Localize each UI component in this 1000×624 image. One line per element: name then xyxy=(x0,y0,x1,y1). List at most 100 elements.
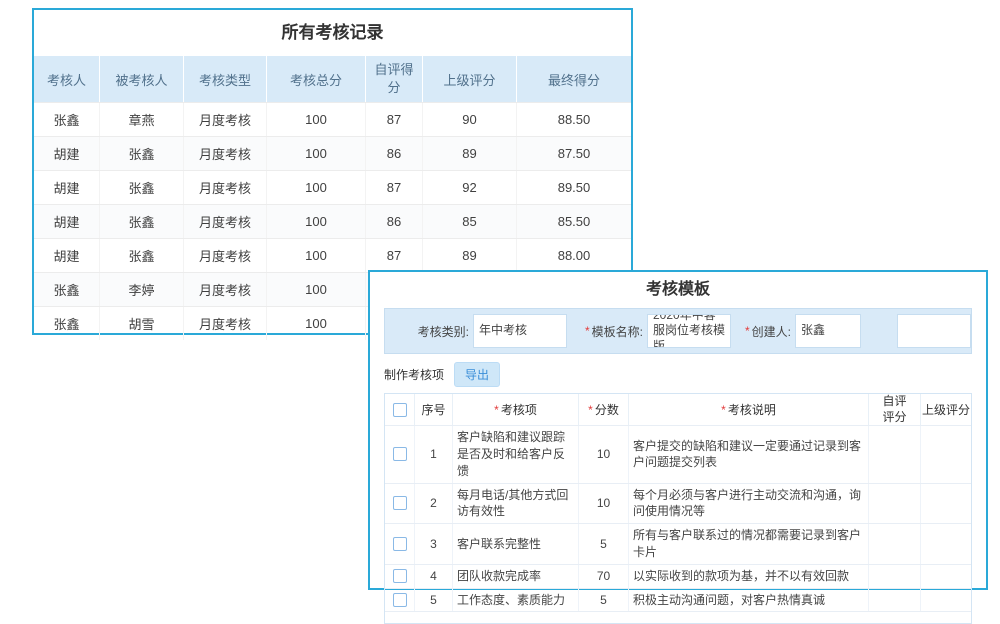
table-row: 胡建 张鑫 月度考核 100 87 92 89.50 xyxy=(34,170,631,204)
table-cell: 胡建 xyxy=(34,137,100,170)
table-cell: 月度考核 xyxy=(184,171,267,204)
column-header-score: * 分数 xyxy=(579,394,629,426)
table-cell: 85 xyxy=(423,205,517,238)
superior-score-cell xyxy=(921,565,971,588)
select-all-checkbox[interactable] xyxy=(392,402,407,417)
table-cell: 月度考核 xyxy=(184,239,267,272)
row-checkbox-cell xyxy=(385,524,415,564)
self-score-cell xyxy=(869,483,921,524)
category-label: 考核类别: xyxy=(417,324,469,339)
column-header-final-score: 最终得分 xyxy=(547,72,600,88)
seq-cell: 1 xyxy=(415,426,453,483)
items-toolbar: 制作考核项 导出 xyxy=(384,362,972,387)
desc-cell: 客户提交的缺陷和建议一定要通过记录到客户问题提交列表 xyxy=(629,426,869,483)
item-row: 5 工作态度、素质能力 5 积极主动沟通问题，对客户热情真诚 xyxy=(385,587,971,612)
table-cell: 85.50 xyxy=(557,214,591,229)
table-cell: 92 xyxy=(423,171,517,204)
table-cell: 张鑫 xyxy=(34,307,100,340)
required-asterisk: * xyxy=(744,324,750,338)
required-asterisk: * xyxy=(584,324,590,338)
table-cell: 89.50 xyxy=(557,180,591,195)
superior-score-cell xyxy=(921,426,971,482)
table-cell: 87 xyxy=(366,171,423,204)
table-cell: 87 xyxy=(366,103,423,136)
column-header-type: 考核类型 xyxy=(184,56,267,102)
required-asterisk: * xyxy=(494,402,499,417)
table-cell: 张鑫 xyxy=(34,103,100,136)
template-name-label: * 模板名称: xyxy=(584,324,643,339)
template-panel-title: 考核模板 xyxy=(645,281,710,298)
table-cell: 月度考核 xyxy=(184,273,267,306)
items-table-empty-row xyxy=(385,611,971,623)
category-field[interactable]: 年中考核 xyxy=(473,314,567,348)
desc-cell: 以实际收到的款项为基，并不以有效回款 xyxy=(629,564,869,588)
select-all-cell xyxy=(385,394,415,426)
column-header-superior-score: 上级评分 xyxy=(921,403,970,418)
table-cell: 86 xyxy=(366,205,423,238)
score-cell: 5 xyxy=(579,524,629,564)
table-cell: 月度考核 xyxy=(184,103,267,136)
column-header-seq: 序号 xyxy=(415,394,453,426)
column-header-self-score: 自评得分 xyxy=(366,56,423,102)
items-table: 序号 * 考核项 * 分数 * 考核说明 自评评分 上级评分 1 客户缺陷和建议跟… xyxy=(384,393,972,624)
table-cell: 86 xyxy=(366,137,423,170)
table-row: 胡建 张鑫 月度考核 100 86 85 85.50 xyxy=(34,204,631,238)
item-row: 1 客户缺陷和建议跟踪是否及时和给客户反馈 10 客户提交的缺陷和建议一定要通过记录到… xyxy=(385,425,971,483)
required-asterisk: * xyxy=(721,402,726,417)
table-cell: 100 xyxy=(267,103,366,136)
column-header-superior-score: 上级评分 xyxy=(423,56,517,102)
item-row: 4 团队收款完成率 70 以实际收到的款项为基，并不以有效回款 xyxy=(385,563,971,588)
self-score-cell xyxy=(869,426,921,483)
table-cell: 胡建 xyxy=(34,239,100,272)
creator-field[interactable]: 张鑫 xyxy=(795,314,861,348)
item-cell: 客户联系完整性 xyxy=(453,524,579,564)
table-cell: 88.50 xyxy=(557,112,591,127)
column-header-assessor: 考核人 xyxy=(34,56,100,102)
table-cell: 章燕 xyxy=(100,103,184,136)
items-table-header: 序号 * 考核项 * 分数 * 考核说明 自评评分 上级评分 xyxy=(385,394,971,426)
row-checkbox[interactable] xyxy=(392,496,407,511)
table-cell: 100 xyxy=(267,273,366,306)
score-cell: 70 xyxy=(579,564,629,588)
required-asterisk: * xyxy=(588,402,593,417)
table-cell: 100 xyxy=(267,171,366,204)
table-row: 胡建 张鑫 月度考核 100 86 89 87.50 xyxy=(34,136,631,170)
table-row: 张鑫 章燕 月度考核 100 87 90 88.50 xyxy=(34,102,631,136)
records-table-header: 考核人 被考核人 考核类型 考核总分 自评得分 上级评分 最终得分 xyxy=(34,56,631,102)
superior-score-cell xyxy=(921,524,971,564)
row-checkbox[interactable] xyxy=(392,447,407,462)
items-table-body: 1 客户缺陷和建议跟踪是否及时和给客户反馈 10 客户提交的缺陷和建议一定要通过记录到… xyxy=(385,425,971,612)
row-checkbox-cell xyxy=(385,564,415,588)
self-score-cell xyxy=(869,524,921,564)
table-row: 张鑫 胡雪 月度考核 100 xyxy=(34,306,631,340)
score-cell: 10 xyxy=(579,426,629,483)
table-cell: 张鑫 xyxy=(34,273,100,306)
row-checkbox[interactable] xyxy=(392,536,407,551)
table-cell: 87 xyxy=(366,239,423,272)
template-panel: 考核模板 考核类别: 年中考核 * 模板名称: 2020年中客服岗位考核模版 *… xyxy=(368,270,988,624)
seq-cell: 4 xyxy=(415,564,453,588)
column-header-total-score: 考核总分 xyxy=(267,56,366,102)
row-checkbox[interactable] xyxy=(392,569,407,584)
row-checkbox-cell xyxy=(385,483,415,524)
template-form: 考核类别: 年中考核 * 模板名称: 2020年中客服岗位考核模版 * 创建人:… xyxy=(384,308,972,354)
table-cell: 李婷 xyxy=(100,273,184,306)
table-cell: 100 xyxy=(267,137,366,170)
table-cell: 88.00 xyxy=(557,248,591,263)
export-button[interactable]: 导出 xyxy=(454,362,501,387)
table-cell: 胡建 xyxy=(34,205,100,238)
seq-cell: 3 xyxy=(415,524,453,564)
item-cell: 每月电话/其他方式回访有效性 xyxy=(453,483,579,524)
empty-field[interactable] xyxy=(897,314,971,348)
table-cell: 月度考核 xyxy=(184,205,267,238)
item-cell: 客户缺陷和建议跟踪是否及时和给客户反馈 xyxy=(453,426,579,483)
template-name-field[interactable]: 2020年中客服岗位考核模版 xyxy=(647,314,731,348)
column-header-desc: * 考核说明 xyxy=(629,394,869,426)
item-row: 3 客户联系完整性 5 所有与客户联系过的情况都需要记录到客户卡片 xyxy=(385,523,971,564)
table-cell: 张鑫 xyxy=(100,137,184,170)
table-cell: 89 xyxy=(423,137,517,170)
self-score-cell xyxy=(869,564,921,588)
row-checkbox-cell xyxy=(385,426,415,483)
items-section-label: 制作考核项 xyxy=(384,368,445,382)
item-cell: 团队收款完成率 xyxy=(453,564,579,588)
